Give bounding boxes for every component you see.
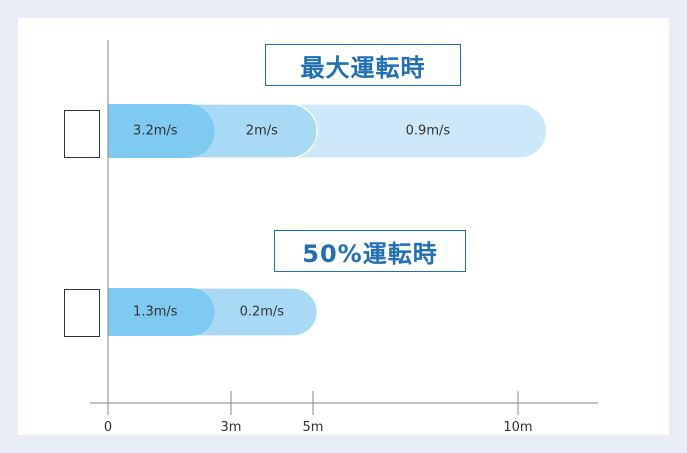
segment-label-g1-s0: 1.3m/s bbox=[133, 304, 178, 320]
x-tick-label-2: 5m bbox=[302, 420, 324, 435]
x-tick-label-1: 3m bbox=[220, 420, 242, 435]
segment-label-g0-s2: 0.9m/s bbox=[405, 123, 451, 139]
air-conditioner-unit-top bbox=[64, 110, 100, 158]
chart-panel: 最大運転時 50%運転時 3.2m/s 2m/s 0.9m/s 1.3m/s 0.2m/… bbox=[18, 18, 669, 435]
chart-svg bbox=[90, 40, 598, 415]
segment-label-g1-s1: 0.2m/s bbox=[239, 304, 285, 320]
title-50-operation: 50%運転時 bbox=[274, 230, 466, 272]
bar-segment-g0-s0 bbox=[108, 104, 215, 158]
x-tick-label-0: 0 bbox=[103, 420, 113, 435]
segment-label-g0-s1: 2m/s bbox=[245, 123, 278, 139]
bar-segment-g1-s0 bbox=[108, 288, 215, 336]
title-max-operation: 最大運転時 bbox=[265, 44, 461, 86]
x-tick-label-3: 10m bbox=[503, 420, 533, 435]
segment-label-g0-s0: 3.2m/s bbox=[133, 123, 178, 139]
air-conditioner-unit-bottom bbox=[64, 289, 100, 337]
